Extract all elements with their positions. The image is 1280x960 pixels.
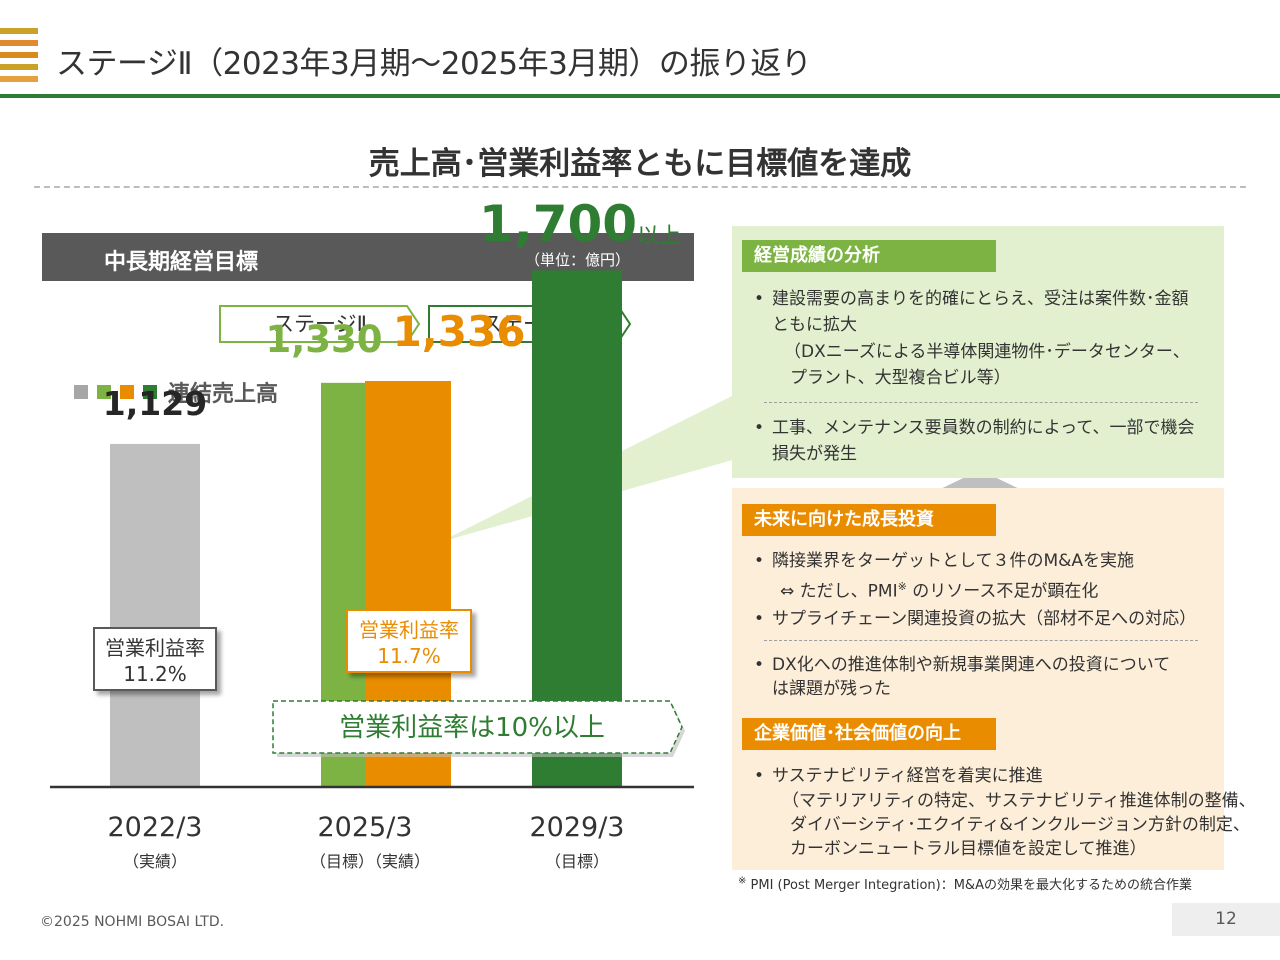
bullet-text-cont: （DXニーズによる半導体関連物件･データセンター、 <box>784 342 1190 362</box>
margin-box-2022: 営業利益率 11.2% <box>93 627 217 691</box>
header-rule <box>0 94 1280 98</box>
divider <box>764 640 1198 641</box>
year-note-2022: （実績） <box>122 852 187 871</box>
year-note-2025: （目標）（実績） <box>309 852 430 871</box>
year-note-2029: （目標） <box>544 852 609 871</box>
page-number: 12 <box>1172 903 1280 936</box>
panel-title: 中長期経営目標 <box>104 250 259 275</box>
divider <box>764 402 1198 403</box>
footnote: ※ PMI (Post Merger Integration)：M&Aの効果を最… <box>738 874 1192 893</box>
margin-box-2025: 営業利益率 11.7% <box>346 609 472 673</box>
panel-unit: （単位：億円） <box>524 251 630 269</box>
panel-header: 中長期経営目標 （単位：億円） <box>42 233 694 281</box>
margin-target-text: 営業利益率は10%以上 <box>339 713 605 743</box>
bullet-text-cont: ともに拡大 <box>772 315 857 335</box>
year-label-2025: 2025/3 <box>317 812 413 843</box>
investment-title: 未来に向けた成長投資 <box>742 504 996 536</box>
bullet-dot: • <box>754 289 765 309</box>
bullet-text-cont: ダイバーシティ･エクイティ&インクルージョン方針の制定、 <box>790 815 1250 835</box>
chart-legend: 連結売上高 <box>74 376 279 407</box>
bullet-dot: • <box>754 551 765 571</box>
banner-shape <box>272 700 685 757</box>
value-suffix: 以上 <box>637 224 682 250</box>
legend-swatch <box>97 385 111 399</box>
legend-swatch <box>74 385 88 399</box>
pmi-text-cont: のリソース不足が顕在化 <box>906 581 1099 602</box>
year-label-2029: 2029/3 <box>529 812 625 843</box>
footnote-text: PMI (Post Merger Integration)：M&Aの効果を最大化… <box>750 878 1192 893</box>
logo-stripes <box>0 28 38 84</box>
slide-title: ステージⅡ（2023年3月期～2025年3月期）の振り返り <box>56 46 812 82</box>
bullet-text: サプライチェーン関連投資の拡大（部材不足への対応） <box>772 609 1197 629</box>
bullet-text-cont: カーボンニュートラル目標値を設定して推進） <box>790 839 1147 859</box>
margin-label: 営業利益率 <box>105 636 205 660</box>
legend-swatch <box>120 385 134 399</box>
logo-stripe <box>0 52 38 58</box>
bullet-dot: • <box>754 655 765 675</box>
bullet-text: 隣接業界をターゲットとして３件のM&Aを実施 <box>772 551 1135 571</box>
bullet-text: 工事、メンテナンス要員数の制約によって、一部で機会 <box>772 418 1195 438</box>
footnote-mark: ※ <box>738 875 747 887</box>
margin-value: 11.7% <box>377 644 441 668</box>
year-label-2022: 2022/3 <box>107 812 203 843</box>
dashed-divider <box>34 186 1246 188</box>
headline: 売上高･営業利益率ともに目標値を達成 <box>368 146 912 182</box>
pmi-text: ⇔ ただし、PMI <box>780 581 898 602</box>
investment-panel: 未来に向けた成長投資 • 隣接業界をターゲットとして３件のM&Aを実施 ⇔ ただ… <box>732 488 1256 870</box>
value-label: 1,330 <box>265 318 383 362</box>
margin-value: 11.2% <box>123 662 187 686</box>
copyright: ©2025 NOHMI BOSAI LTD. <box>40 914 225 930</box>
bullet-text: DX化への推進体制や新規事業関連への投資について <box>772 655 1171 675</box>
bullet-text-cont: ⇔ ただし、PMI※ のリソース不足が顕在化 <box>780 574 1098 605</box>
bullet-text-cont: 損失が発生 <box>772 444 857 464</box>
bullet-text-cont: （マテリアリティの特定、サステナビリティ推進体制の整備、 <box>782 791 1256 811</box>
analysis-title: 経営成績の分析 <box>742 240 996 272</box>
bullet-text-cont: プラント、大型複合ビル等） <box>790 368 1011 388</box>
stage-2-label: ステージⅡ <box>273 312 367 336</box>
stage-2-tag: ステージⅡ <box>219 305 421 343</box>
value-title: 企業価値･社会価値の向上 <box>742 718 996 750</box>
analysis-panel: 経営成績の分析 • 建設需要の高まりを的確にとらえ、受注は案件数･金額 ともに拡… <box>732 226 1224 478</box>
value-label: 1,700 <box>478 194 638 253</box>
callout-wedge <box>440 392 740 542</box>
value-label: 1,129 <box>102 383 208 423</box>
bullet-dot: • <box>754 766 765 786</box>
value-label: 1,336 <box>392 306 526 356</box>
legend-label: 連結売上高 <box>168 382 279 407</box>
bullet-text: サステナビリティ経営を着実に推進 <box>772 766 1043 786</box>
bullet-text-cont: は課題が残った <box>772 679 891 699</box>
footnote-mark: ※ <box>897 580 907 593</box>
logo-stripe <box>0 76 38 82</box>
legend-swatch <box>143 385 157 399</box>
chevron-shape <box>219 305 421 343</box>
bullet-dot: • <box>754 609 765 629</box>
bar-2022-3-0 <box>110 443 200 787</box>
margin-label: 営業利益率 <box>359 618 459 642</box>
bullet-dot: • <box>754 418 765 438</box>
bullet-text: 建設需要の高まりを的確にとらえ、受注は案件数･金額 <box>772 289 1189 309</box>
margin-target-banner: 営業利益率は10%以上 <box>272 700 688 757</box>
logo-stripe <box>0 28 38 34</box>
logo-stripe <box>0 64 38 70</box>
logo-stripe <box>0 40 38 46</box>
